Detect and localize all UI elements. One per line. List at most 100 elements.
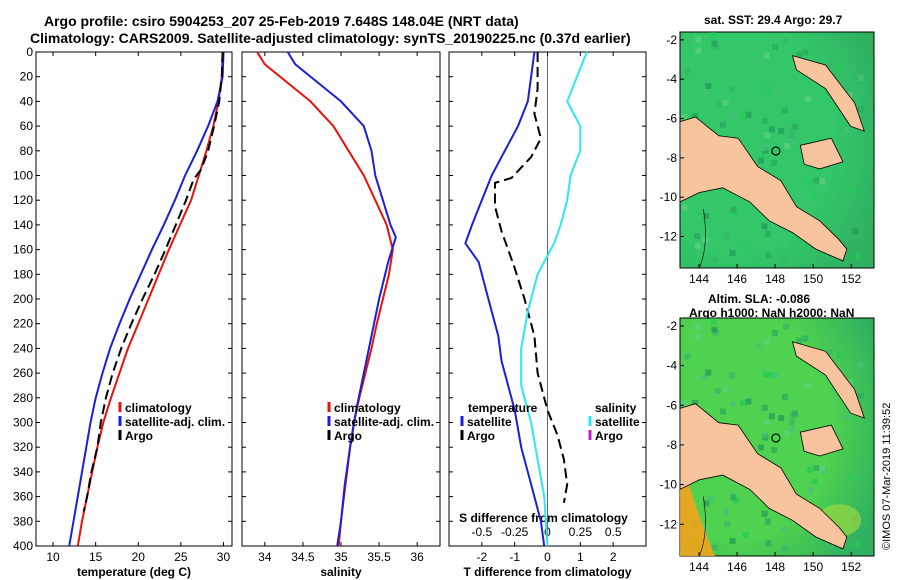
ocean-pixel — [805, 96, 811, 102]
argo-location-marker — [771, 146, 781, 156]
ocean-pixel — [819, 178, 825, 184]
lat-tick-label: -4 — [666, 72, 677, 86]
x-axis-label: T difference from climatology — [463, 565, 631, 579]
argo-location-marker — [771, 433, 781, 443]
ocean-pixel — [755, 56, 761, 63]
ocean-pixel — [703, 500, 710, 507]
ocean-pixel — [806, 179, 813, 186]
ocean-pixel — [730, 494, 737, 501]
ocean-pixel — [763, 338, 770, 345]
ocean-pixel — [827, 63, 833, 70]
lon-tick-label: 150 — [803, 560, 823, 574]
land-new-britain — [799, 424, 844, 457]
ocean-pixel — [684, 353, 691, 360]
ocean-pixel — [701, 87, 708, 94]
plot-frame — [35, 51, 233, 547]
sla-map-title-1: Altim. SLA: -0.086 — [708, 292, 811, 306]
y-tick-label: 400 — [13, 539, 33, 553]
top-tick-label: 0.5 — [605, 525, 622, 539]
y-tick-label: 380 — [13, 514, 33, 528]
ocean-pixel — [708, 208, 715, 215]
ocean-pixel — [768, 126, 775, 133]
x-tick-label: 20 — [132, 550, 146, 564]
ocean-pixel — [771, 330, 778, 336]
ocean-pixel — [691, 399, 698, 406]
lon-tick-label: 148 — [765, 560, 785, 574]
ocean-pixel — [732, 210, 739, 217]
y-tick-label: 300 — [13, 416, 33, 430]
legend-label: satellite — [467, 415, 512, 429]
x-axis-label: temperature (deg C) — [77, 565, 191, 579]
ocean-pixel — [763, 52, 770, 59]
lat-tick-label: -8 — [666, 151, 677, 165]
lat-tick-label: -2 — [666, 319, 677, 333]
ocean-pixel — [761, 510, 768, 517]
ocean-pixel — [761, 145, 768, 151]
ocean-pixel — [857, 106, 864, 113]
lon-tick-label: 144 — [689, 272, 709, 286]
ocean-pixel — [789, 425, 796, 432]
ocean-pixel — [805, 382, 811, 389]
x-tick-label: 2 — [610, 550, 617, 564]
legend-label: Argo — [334, 429, 362, 443]
ocean-pixel — [695, 47, 702, 54]
ocean-pixel — [722, 386, 729, 393]
ocean-pixel — [696, 257, 703, 264]
ocean-pixel — [761, 432, 768, 438]
legend-label: Argo — [467, 429, 495, 443]
ocean-pixel — [729, 400, 736, 407]
ocean-pixel — [681, 114, 688, 120]
y-tick-label: 260 — [13, 366, 33, 380]
lon-tick-label: 152 — [841, 272, 861, 286]
ocean-pixel — [781, 394, 788, 400]
ocean-pixel — [695, 333, 702, 340]
y-tick-label: 20 — [20, 70, 34, 84]
y-tick-label: 320 — [13, 440, 33, 454]
top-tick-label: -0.25 — [501, 525, 529, 539]
y-tick-label: 120 — [13, 193, 33, 207]
ocean-pixel — [695, 322, 702, 329]
ocean-pixel — [857, 361, 864, 368]
ocean-pixel — [789, 139, 796, 145]
ocean-pixel — [772, 85, 779, 92]
y-tick-label: 80 — [20, 144, 34, 158]
y-tick-label: 280 — [13, 391, 33, 405]
ocean-pixel — [836, 351, 843, 358]
y-tick-label: 340 — [13, 465, 33, 479]
ocean-pixel — [745, 111, 752, 118]
ocean-pixel — [771, 159, 778, 166]
ocean-pixel — [807, 200, 814, 207]
legend-label: satellite-adj. clim. — [125, 415, 225, 429]
ocean-pixel — [724, 521, 731, 528]
legend-label: Argo — [125, 429, 153, 443]
lat-tick-label: -6 — [666, 398, 677, 412]
ocean-pixel — [701, 374, 708, 381]
ocean-pixel — [705, 369, 712, 376]
ocean-pixel — [710, 32, 717, 39]
lat-tick-label: -10 — [660, 190, 678, 204]
ocean-pixel — [827, 349, 833, 356]
series-line-s-satellite — [520, 51, 588, 547]
ocean-pixel — [720, 121, 726, 128]
ocean-pixel — [844, 126, 851, 133]
land-new-guinea — [679, 116, 848, 262]
series-line-t-satellite — [464, 51, 546, 547]
lat-tick-label: -12 — [660, 517, 678, 531]
plot-frame — [241, 51, 441, 547]
ocean-pixel — [684, 67, 691, 74]
ocean-pixel — [771, 43, 778, 50]
ocean-pixel — [789, 419, 795, 426]
x-tick-label: 30 — [217, 550, 231, 564]
legend-heading: temperature — [468, 401, 538, 415]
x-tick-label: 1 — [577, 550, 584, 564]
ocean-pixel — [781, 545, 788, 552]
legend-label: climatology — [125, 401, 192, 415]
series-line-t-argo — [494, 52, 569, 503]
legend-heading: salinity — [595, 401, 637, 415]
ocean-pixel — [703, 212, 710, 219]
legend-label: Argo — [595, 429, 623, 443]
ocean-pixel — [802, 335, 809, 342]
y-tick-label: 180 — [13, 267, 33, 281]
ocean-pixel — [714, 101, 721, 108]
ocean-pixel — [722, 99, 729, 106]
